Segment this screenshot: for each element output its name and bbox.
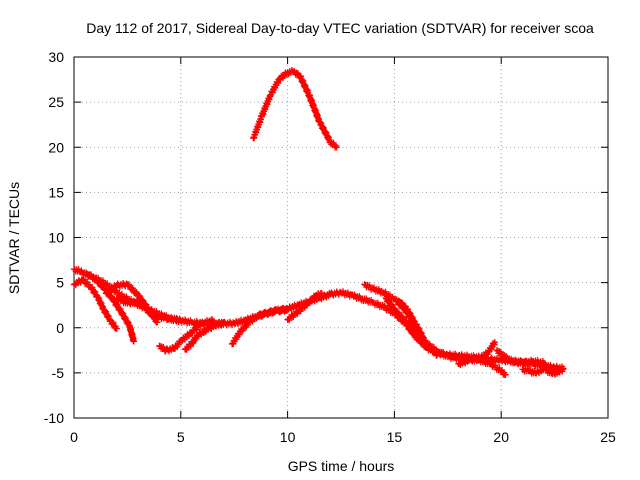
chart-title: Day 112 of 2017, Sidereal Day-to-day VTE… [86,20,594,36]
series-track [284,289,325,324]
x-tick-label: 10 [280,429,296,445]
series-markers [395,297,426,340]
series-track [228,305,291,348]
series-markers [250,66,340,151]
series-track [542,366,567,378]
data-series [70,66,567,379]
series-track [113,294,184,325]
series-track [250,66,340,151]
x-tick-label: 25 [600,429,616,445]
series-track [493,347,548,368]
x-tick-label: 15 [387,429,403,445]
series-markers [542,366,567,378]
series-markers [113,294,184,325]
series-markers [198,319,225,337]
y-tick-label: 10 [48,230,64,246]
series-markers [228,305,291,348]
x-tick-label: 0 [70,429,78,445]
series-markers [156,315,217,355]
x-tick-label: 20 [493,429,509,445]
series-markers [493,347,548,368]
series-track [395,297,426,340]
x-axis-label: GPS time / hours [288,458,395,474]
y-tick-label: 20 [48,139,64,155]
series-markers [284,289,325,324]
x-axis-ticks: 0 5 10 15 20 25 [70,57,616,445]
y-tick-label: 25 [48,94,64,110]
y-tick-label: 5 [56,275,64,291]
series-track [198,319,225,337]
series-markers [70,265,567,373]
series-track [156,315,217,355]
y-tick-label: 0 [56,320,64,336]
y-tick-label: 15 [48,184,64,200]
y-axis-label: SDTVAR / TECUs [6,182,22,294]
series-track [70,265,567,373]
series-markers [70,275,120,332]
series-track [455,338,498,368]
series-markers [455,338,498,368]
y-tick-label: 30 [48,49,64,65]
series-track [70,275,120,332]
y-tick-label: -10 [44,410,64,426]
x-tick-label: 5 [177,429,185,445]
y-tick-label: -5 [52,365,65,381]
y-axis-ticks: -10 -5 0 5 10 15 20 25 30 [44,49,608,426]
